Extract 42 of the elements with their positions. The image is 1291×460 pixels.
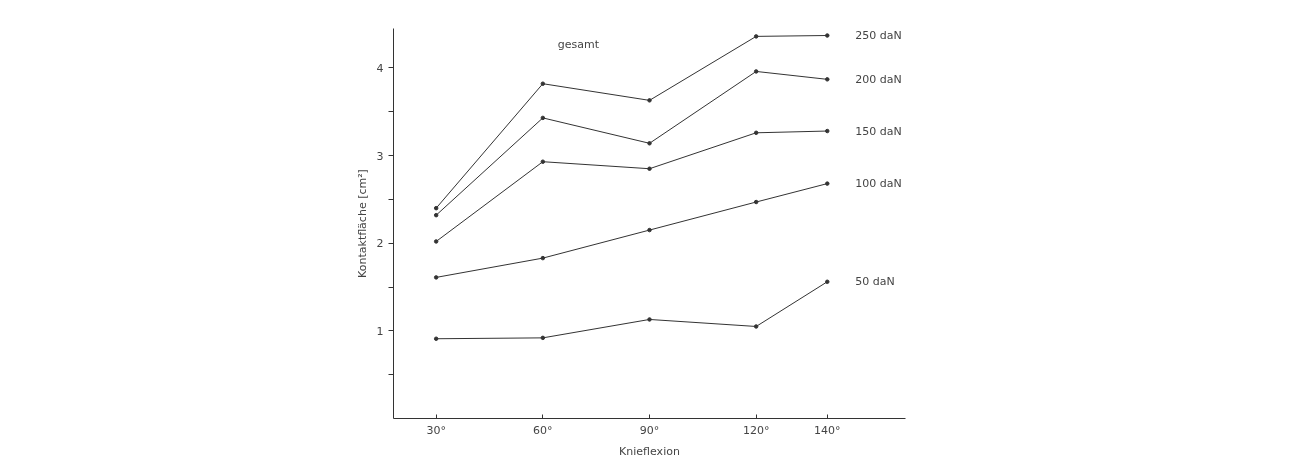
point: [433, 336, 439, 341]
point: [433, 212, 439, 218]
point: [647, 166, 652, 171]
point: [753, 199, 759, 205]
text: 50 daN: [855, 275, 895, 289]
text: gesamt: [557, 37, 600, 51]
point: [753, 324, 759, 329]
point: [753, 130, 759, 136]
point: [825, 128, 830, 134]
point: [647, 141, 652, 146]
x-axis-title: Knieflexion: [619, 444, 680, 458]
point: [433, 275, 439, 280]
y-axis-title: Kontaktfläche [cm²]: [355, 169, 369, 278]
point: [540, 159, 546, 164]
x-tick-label: 60°: [533, 423, 553, 437]
point: [540, 115, 546, 121]
point: [540, 255, 546, 261]
y-tick-label: 4: [376, 61, 384, 75]
point: [825, 33, 830, 38]
x-tick-label: 30°: [426, 423, 446, 437]
x-tick-label: 140°: [814, 423, 841, 437]
point: [433, 239, 439, 244]
y-tick-label: 2: [376, 237, 384, 251]
point: [647, 98, 652, 103]
x-tick-label: 120°: [742, 423, 770, 437]
text: 100 daN: [855, 177, 902, 191]
y-tick-label: 3: [376, 149, 384, 163]
text: 200 daN: [855, 72, 902, 86]
point: [647, 227, 652, 233]
point: [433, 205, 439, 211]
x-tick-label: 90°: [639, 423, 660, 437]
point: [753, 34, 759, 39]
point: [647, 317, 652, 322]
point: [540, 81, 546, 86]
point: [753, 69, 759, 74]
point: [540, 335, 546, 341]
point: [825, 181, 830, 186]
text: 150 daN: [855, 124, 902, 138]
point: [825, 77, 830, 82]
y-tick-label: 1: [376, 324, 384, 338]
text: 250 daN: [855, 29, 902, 43]
point: [825, 279, 830, 285]
